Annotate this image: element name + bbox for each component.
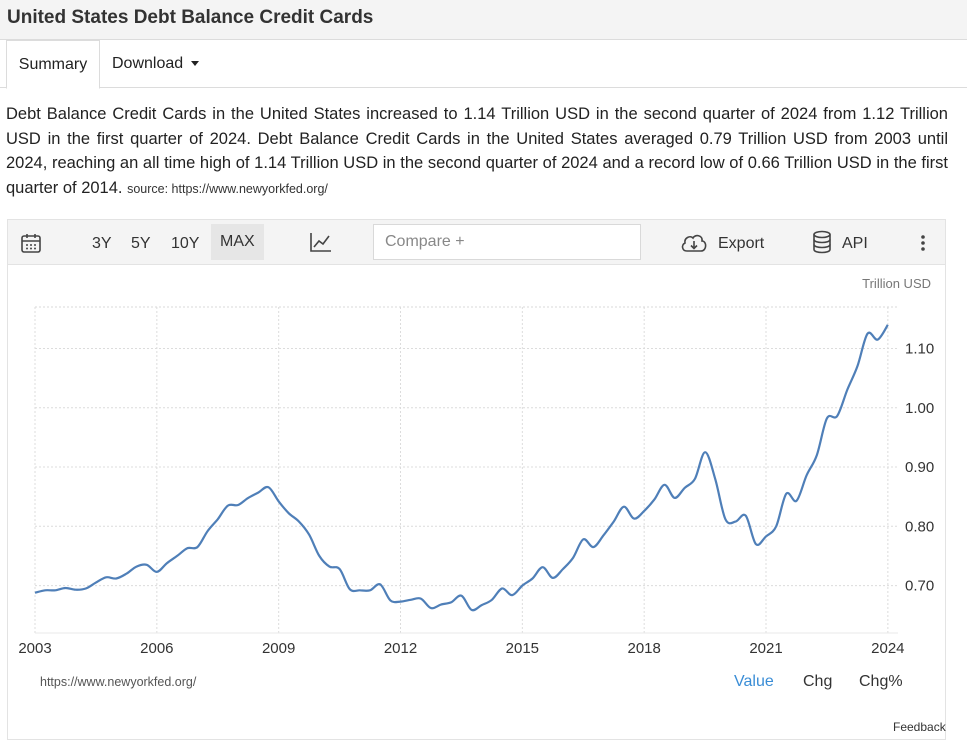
feedback-link[interactable]: Feedback <box>893 720 946 734</box>
x-tick-label: 2009 <box>262 640 295 657</box>
export-button[interactable]: Export <box>718 235 765 252</box>
y-unit-label: Trillion USD <box>862 276 931 291</box>
description: Debt Balance Credit Cards in the United … <box>6 102 948 201</box>
calendar-icon[interactable] <box>20 232 42 259</box>
compare-input[interactable] <box>373 224 641 260</box>
range-5y-button[interactable]: 5Y <box>131 235 151 252</box>
chart-toolbar: 3Y 5Y 10Y MAX Export A <box>8 220 945 265</box>
line-chart-icon[interactable] <box>309 231 333 258</box>
y-tick-label: 0.70 <box>905 578 934 595</box>
range-10y-button[interactable]: 10Y <box>171 235 200 252</box>
mode-value-button[interactable]: Value <box>734 673 774 690</box>
tab-summary[interactable]: Summary <box>6 40 100 89</box>
tab-download-label: Download <box>112 55 184 72</box>
x-tick-label: 2012 <box>384 640 417 657</box>
x-tick-label: 2006 <box>140 640 173 657</box>
y-tick-label: 1.10 <box>905 340 934 357</box>
description-source: source: https://www.newyorkfed.org/ <box>127 181 328 196</box>
x-tick-label: 2003 <box>18 640 51 657</box>
chart-source-link[interactable]: https://www.newyorkfed.org/ <box>40 675 197 689</box>
mode-chg-button[interactable]: Chg <box>803 673 833 690</box>
more-vertical-icon[interactable] <box>920 234 926 257</box>
x-tick-label: 2021 <box>749 640 782 657</box>
line-chart: Trillion USD 0.70 0.80 0.90 1.00 1.10 2003 2006… <box>18 276 934 657</box>
api-button[interactable]: API <box>842 235 868 252</box>
caret-down-icon <box>191 61 200 67</box>
title-bar: United States Debt Balance Credit Cards <box>0 0 967 40</box>
page-title: United States Debt Balance Credit Cards <box>7 7 374 28</box>
cloud-download-icon[interactable] <box>680 232 708 259</box>
mode-chg-pct-button[interactable]: Chg% <box>859 673 903 690</box>
y-tick-label: 0.80 <box>905 518 934 535</box>
x-tick-label: 2024 <box>871 640 904 657</box>
chart-panel: 3Y 5Y 10Y MAX Export A <box>7 219 946 740</box>
y-tick-label: 1.00 <box>905 400 934 417</box>
y-tick-label: 0.90 <box>905 459 934 476</box>
range-3y-button[interactable]: 3Y <box>92 235 112 252</box>
tab-download[interactable]: Download <box>112 40 200 88</box>
tab-bar: Summary Download <box>0 40 967 89</box>
series-line <box>34 324 889 612</box>
description-text: Debt Balance Credit Cards in the United … <box>6 105 948 197</box>
range-max-button[interactable]: MAX <box>211 224 264 260</box>
database-icon[interactable] <box>811 230 833 259</box>
x-tick-label: 2018 <box>627 640 660 657</box>
x-tick-label: 2015 <box>506 640 539 657</box>
